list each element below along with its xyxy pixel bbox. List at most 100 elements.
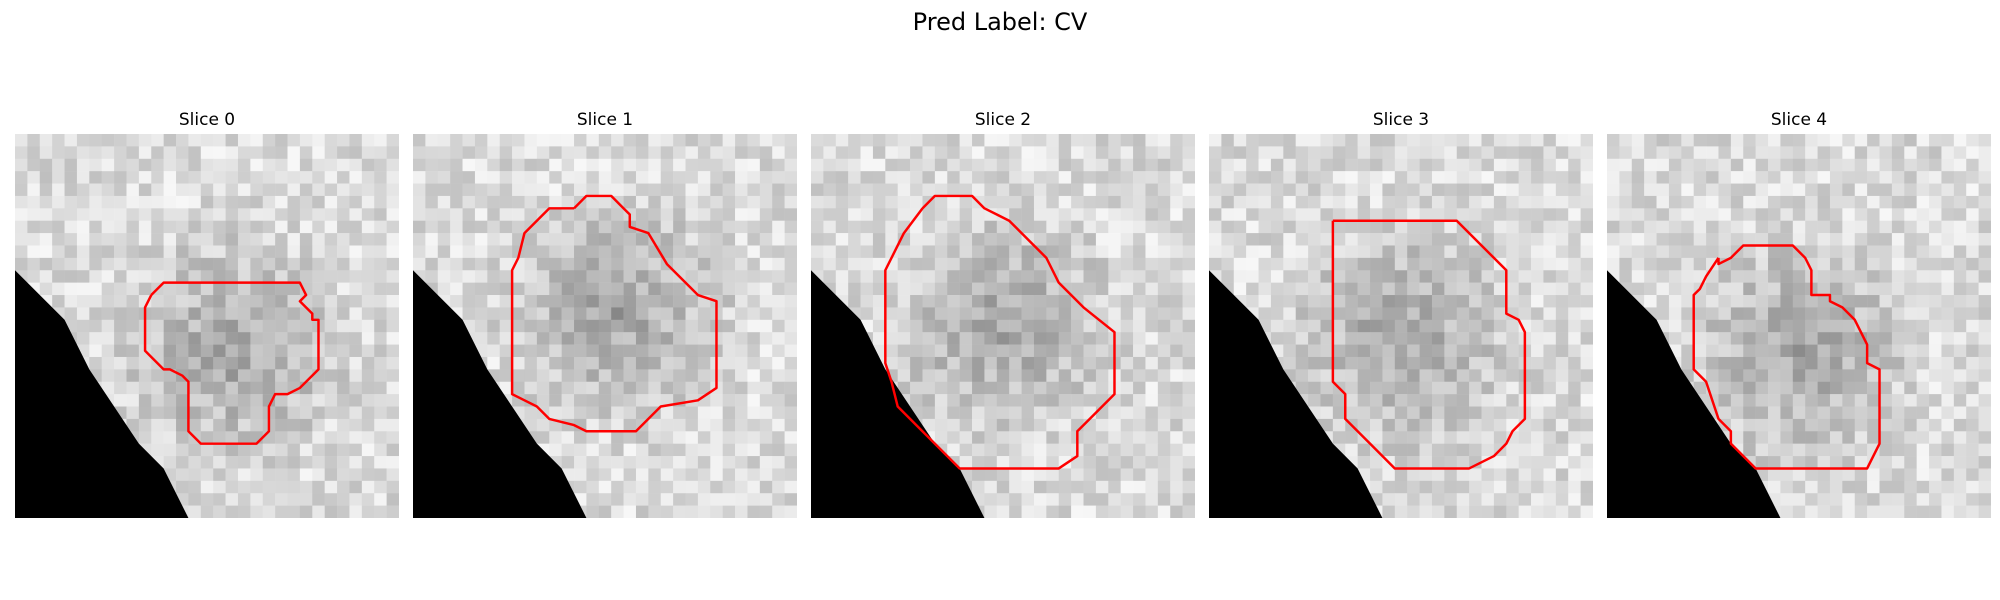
image-pixel [759, 319, 773, 333]
image-pixel [747, 220, 761, 234]
image-pixel [474, 134, 488, 147]
image-pixel [934, 319, 948, 333]
image-pixel [1009, 183, 1022, 197]
image-pixel [1431, 245, 1445, 259]
image-pixel [1120, 418, 1134, 432]
image-pixel [1058, 233, 1072, 246]
image-pixel [1644, 134, 1657, 147]
image-pixel [574, 208, 587, 221]
image-pixel [1157, 257, 1171, 271]
image-pixel [474, 183, 488, 197]
image-pixel [1780, 233, 1794, 246]
image-pixel [138, 195, 152, 209]
image-pixel [1904, 171, 1917, 184]
image-pixel [299, 208, 313, 221]
image-pixel [499, 332, 513, 345]
image-pixel [1693, 245, 1707, 259]
image-pixel [1568, 406, 1581, 420]
image-pixel [1730, 356, 1744, 370]
image-pixel [1419, 356, 1433, 370]
image-pixel [1083, 195, 1097, 209]
image-pixel [176, 456, 189, 469]
image-pixel [996, 418, 1010, 432]
image-pixel [237, 245, 251, 259]
image-pixel [1916, 171, 1930, 184]
image-pixel [1120, 369, 1134, 382]
image-pixel [1407, 319, 1420, 333]
image-pixel [1058, 307, 1072, 321]
image-pixel [747, 369, 761, 382]
image-pixel [1320, 356, 1334, 370]
image-pixel [772, 158, 785, 172]
image-pixel [1879, 468, 1893, 482]
image-pixel [1320, 369, 1334, 382]
image-pixel [138, 381, 152, 395]
image-pixel [1108, 431, 1121, 444]
image-pixel [299, 307, 313, 321]
image-pixel [312, 220, 325, 234]
image-pixel [1481, 257, 1495, 271]
image-pixel [1283, 332, 1296, 345]
image-pixel [860, 208, 874, 221]
image-pixel [1308, 394, 1321, 407]
image-pixel [1681, 295, 1694, 308]
image-pixel [561, 344, 575, 358]
image-pixel [425, 171, 439, 184]
image-pixel [1021, 195, 1035, 209]
image-pixel [349, 431, 363, 444]
image-pixel [1681, 208, 1694, 221]
image-pixel [487, 245, 500, 259]
image-pixel [574, 431, 587, 444]
image-pixel [1867, 270, 1880, 283]
image-pixel [1978, 505, 1991, 518]
image-pixel [697, 220, 711, 234]
image-pixel [1481, 369, 1495, 382]
image-pixel [450, 158, 463, 172]
image-pixel [324, 406, 338, 420]
image-pixel [1842, 171, 1855, 184]
image-pixel [1021, 456, 1035, 469]
image-pixel [1743, 369, 1756, 382]
image-pixel [1394, 257, 1408, 271]
image-pixel [1978, 319, 1991, 333]
image-pixel [934, 195, 948, 209]
image-pixel [673, 183, 686, 197]
image-pixel [1867, 406, 1880, 420]
image-pixel [512, 344, 525, 358]
image-pixel [1444, 158, 1457, 172]
image-pixel [1755, 183, 1769, 197]
image-pixel [710, 270, 723, 283]
image-pixel [1817, 282, 1831, 296]
image-pixel [1568, 480, 1581, 494]
image-pixel [759, 134, 773, 147]
image-pixel [648, 443, 661, 457]
image-pixel [1120, 171, 1134, 184]
image-pixel [860, 195, 874, 209]
image-pixel [1481, 220, 1495, 234]
image-pixel [151, 394, 164, 407]
image-pixel [959, 356, 973, 370]
image-pixel [1469, 282, 1482, 296]
image-pixel [1182, 319, 1195, 333]
image-pixel [1120, 295, 1134, 308]
image-pixel [1431, 282, 1445, 296]
image-pixel [1320, 134, 1334, 147]
image-pixel [1644, 220, 1657, 234]
image-pixel [1431, 171, 1445, 184]
image-pixel [275, 394, 288, 407]
image-pixel [549, 270, 562, 283]
image-pixel [225, 406, 239, 420]
image-pixel [848, 245, 861, 259]
image-pixel [1755, 319, 1769, 333]
image-pixel [1891, 270, 1905, 283]
image-pixel [1382, 381, 1396, 395]
image-pixel [984, 220, 998, 234]
image-pixel [1407, 505, 1420, 518]
image-pixel [697, 406, 711, 420]
image-pixel [996, 344, 1010, 358]
image-pixel [250, 369, 263, 382]
image-pixel [759, 468, 773, 482]
image-pixel [1270, 295, 1284, 308]
image-pixel [934, 171, 948, 184]
image-pixel [848, 146, 861, 160]
